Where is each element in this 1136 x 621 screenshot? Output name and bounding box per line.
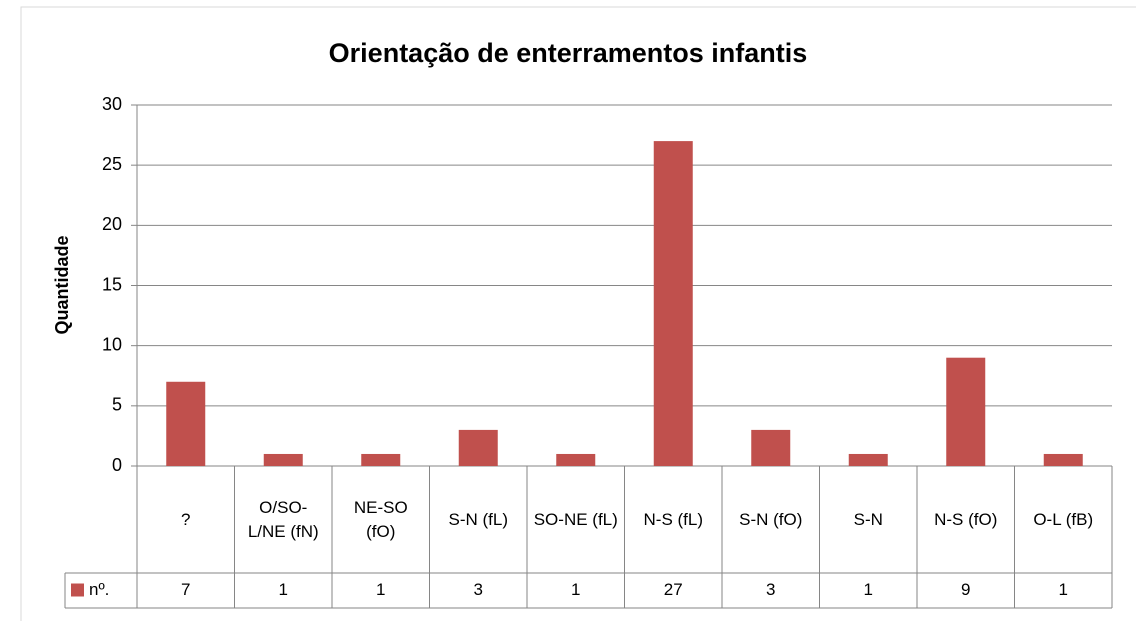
table-value: 1 <box>279 580 288 599</box>
legend-label: nº. <box>89 580 109 599</box>
bar <box>458 429 498 466</box>
x-tick-label: NE-SO (fO) <box>353 497 408 541</box>
table-value: 7 <box>181 580 190 599</box>
table-value: 1 <box>571 580 580 599</box>
bar <box>1043 453 1083 466</box>
bar <box>848 453 888 466</box>
y-tick-label: 30 <box>102 94 122 114</box>
x-tick-label: O-L (fB) <box>1033 509 1094 529</box>
x-tick-label: S-N <box>853 509 883 529</box>
x-tick-label: SO-NE (fL) <box>533 509 618 529</box>
bar <box>653 141 693 466</box>
table-value: 27 <box>664 580 683 599</box>
y-tick-label: 10 <box>102 334 122 354</box>
y-tick-label: 20 <box>102 214 122 234</box>
y-tick-label: 25 <box>102 154 122 174</box>
chart-title: Orientação de enterramentos infantis <box>329 38 808 68</box>
bar <box>361 453 401 466</box>
y-axis-label: Quantidade <box>52 235 72 334</box>
bar <box>263 453 303 466</box>
x-tick-label: S-N (fL) <box>448 509 509 529</box>
table-value: 1 <box>864 580 873 599</box>
bar <box>166 381 206 466</box>
y-tick-label: 5 <box>112 395 122 415</box>
bar <box>751 429 791 466</box>
chart-border <box>20 6 1136 621</box>
x-tick-label: O/SO-L/NE (fN) <box>247 497 319 541</box>
y-tick-label: 0 <box>112 455 122 475</box>
bar <box>556 453 596 466</box>
table-value: 3 <box>766 580 775 599</box>
x-tick-label: N-S (fO) <box>934 509 998 529</box>
x-tick-label: ? <box>181 509 191 529</box>
table-value: 9 <box>961 580 970 599</box>
legend-swatch <box>71 583 84 597</box>
x-tick-label: S-N (fO) <box>739 509 803 529</box>
table-value: 1 <box>376 580 385 599</box>
table-value: 1 <box>1059 580 1068 599</box>
table-value: 3 <box>474 580 483 599</box>
y-tick-label: 15 <box>102 274 122 294</box>
bar <box>946 357 986 466</box>
x-tick-label: N-S (fL) <box>643 509 704 529</box>
